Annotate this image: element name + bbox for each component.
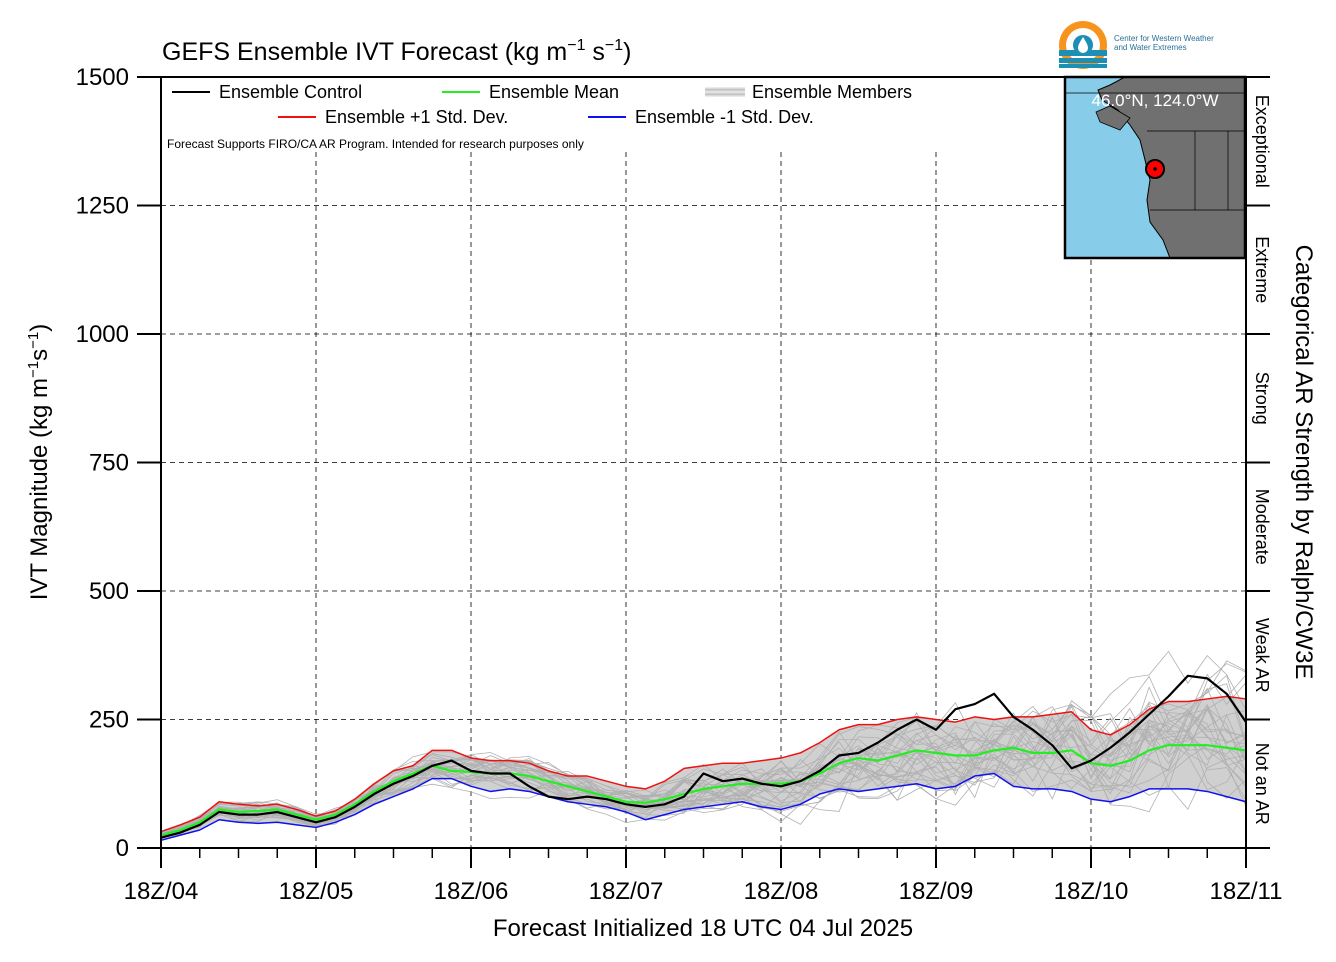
x-tick-label: 18Z/10 <box>1054 878 1129 905</box>
y-tick-label: 500 <box>89 578 129 605</box>
cw3e-logo <box>1059 21 1107 69</box>
series-line-ensemble-1-std-dev- <box>160 695 1247 833</box>
x-tick-label: 18Z/04 <box>124 878 199 905</box>
ar-category-label: Not an AR <box>1252 743 1272 825</box>
y-axis-label: IVT Magnitude (kg m−1s−1) <box>25 324 53 601</box>
ensemble-members-group <box>160 650 1247 841</box>
location-marker-dot <box>1153 167 1157 171</box>
y-tick-label: 1500 <box>76 64 129 91</box>
ar-category-label: Strong <box>1252 372 1272 425</box>
legend-label: Ensemble +1 Std. Dev. <box>325 107 508 127</box>
right-axis-label: Categorical AR Strength by Ralph/CW3E <box>1290 245 1317 680</box>
legend-label: Ensemble Mean <box>489 82 619 102</box>
series-line-ensemble-mean <box>160 744 1247 837</box>
logo-text-line: Center for Western Weather <box>1114 34 1214 43</box>
y-tick-label: 1250 <box>76 193 129 220</box>
x-tick-label: 18Z/11 <box>1210 878 1283 905</box>
ar-category-label: Extreme <box>1252 236 1272 303</box>
inset-map: 46.0°N, 124.0°W <box>1063 75 1247 260</box>
x-tick-label: 18Z/05 <box>279 878 354 905</box>
chart-title: GEFS Ensemble IVT Forecast (kg m−1 s−1) <box>162 37 632 66</box>
map-frame <box>1063 75 1247 260</box>
legend: Ensemble Control Ensemble Mean Ensemble Me… <box>172 82 912 127</box>
x-tick-label: 18Z/08 <box>744 878 819 905</box>
map-island <box>1095 105 1131 131</box>
ensemble-member-line <box>160 683 1247 839</box>
series-line-ensemble-1-std-dev- <box>160 772 1247 842</box>
research-note: Forecast Supports FIRO/CA AR Program. In… <box>167 137 584 151</box>
ar-category-label: Exceptional <box>1252 95 1272 188</box>
ar-category-label: Weak AR <box>1252 618 1272 693</box>
legend-label: Ensemble -1 Std. Dev. <box>635 107 814 127</box>
y-tick-label: 0 <box>116 835 129 862</box>
y-tick-label: 250 <box>89 707 129 734</box>
series-line-ensemble-control <box>160 674 1247 839</box>
map-coordinates-label: 46.0°N, 124.0°W <box>1092 91 1219 110</box>
logo-text-line: and Water Extremes <box>1114 43 1187 52</box>
y-tick-label: 750 <box>89 450 129 477</box>
ar-category-label: Moderate <box>1252 489 1272 565</box>
series-group <box>160 674 1247 842</box>
x-tick-label: 18Z/06 <box>434 878 509 905</box>
x-tick-label: 18Z/07 <box>589 878 664 905</box>
logo-text: Center for Western Weather and Water Ext… <box>1114 34 1214 52</box>
x-tick-label: 18Z/09 <box>899 878 974 905</box>
legend-label: Ensemble Control <box>219 82 362 102</box>
x-axis-label: Forecast Initialized 18 UTC 04 Jul 2025 <box>493 915 913 942</box>
ar-category-axis: Not an AR Weak AR Moderate Strong Extreme Exc… <box>1246 76 1272 849</box>
ensemble-member-line <box>160 730 1247 833</box>
y-tick-label: 1000 <box>76 321 129 348</box>
legend-label: Ensemble Members <box>752 82 912 102</box>
